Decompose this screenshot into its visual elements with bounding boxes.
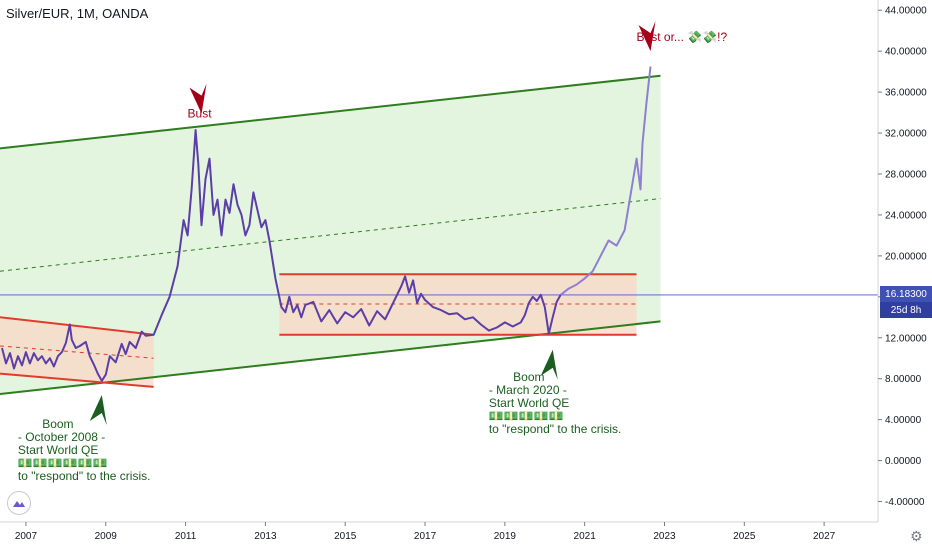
y-tick-label-4: 12.00000	[885, 333, 927, 344]
early-range-lower-line	[0, 372, 154, 388]
series-layer	[1, 66, 652, 382]
boom-2008-line-3: 💵💵💵💵💵💵	[18, 456, 108, 470]
y-tick-label-1: 0.00000	[885, 456, 922, 467]
y-tick-label-11: 40.00000	[885, 47, 927, 58]
boom-2020-line-3: 💵💵💵💵💵	[489, 409, 564, 423]
y-tick-label-3: 8.00000	[885, 374, 922, 385]
fill-layer	[0, 75, 661, 395]
early-range-fill	[0, 317, 154, 387]
channel-lower-line	[0, 320, 661, 396]
bust-2022-line-0: Bust or... 💸💸!?	[637, 30, 728, 44]
y-tick-label-10: 36.00000	[885, 88, 927, 99]
boom-2008-line-4: to "respond" to the crisis.	[18, 469, 151, 483]
x-tick-label-4: 2015	[334, 531, 357, 542]
early-range-upper-line	[0, 316, 154, 336]
x-tick-label-3: 2013	[254, 531, 277, 542]
y-tick-label-6: 20.00000	[885, 251, 927, 262]
y-tick-label-12: 44.00000	[885, 6, 927, 17]
channel-upper-line	[0, 74, 661, 150]
x-tick-label-9: 2025	[733, 531, 756, 542]
boom-2008-line-0: Boom	[42, 417, 73, 431]
boom-2008-line-1: - October 2008 -	[18, 430, 105, 444]
early-range-mid-line	[0, 345, 154, 359]
y-tick-label-9: 32.00000	[885, 129, 927, 140]
boom-2008-arrow	[89, 394, 107, 425]
chart-title: Silver/EUR, 1M, OANDA	[6, 6, 149, 21]
projection-series-line	[560, 66, 652, 296]
y-tick-label-2: 4.00000	[885, 415, 922, 426]
bust-2011-arrow	[189, 83, 207, 114]
x-tick-label-0: 2007	[15, 531, 38, 542]
arrow-layer	[89, 21, 656, 425]
boom-2020-line-1: - March 2020 -	[489, 383, 567, 397]
settings-gear-icon[interactable]: ⚙	[910, 528, 923, 544]
x-tick-label-5: 2017	[414, 531, 437, 542]
channel-mid-line	[0, 198, 661, 272]
boom-2020-arrow	[540, 349, 558, 380]
tradingview-logo[interactable]	[7, 491, 31, 515]
x-tick-label-10: 2027	[813, 531, 836, 542]
countdown-tag: 25d 8h	[880, 302, 932, 318]
boom-2020-line-2: Start World QE	[489, 396, 569, 410]
boom-2020-line-0: Boom	[513, 370, 544, 384]
time-scale-panel	[0, 522, 932, 550]
y-tick-label-0: -4.00000	[885, 497, 925, 508]
price-scale-panel	[878, 0, 932, 550]
x-tick-label-2: 2011	[175, 531, 197, 542]
x-tick-label-8: 2023	[653, 531, 676, 542]
boom-2020-line-4: to "respond" to the crisis.	[489, 422, 622, 436]
last-price-tag: 16.18300	[880, 286, 932, 302]
y-tick-label-8: 28.00000	[885, 170, 927, 181]
logo-icon	[13, 501, 25, 507]
x-tick-label-1: 2009	[95, 531, 118, 542]
line-layer	[0, 74, 878, 396]
y-tick-label-7: 24.00000	[885, 210, 927, 221]
price-series-line	[1, 129, 562, 382]
boom-2008-line-2: Start World QE	[18, 443, 98, 457]
bust-2011-line-0: Bust	[188, 107, 213, 121]
x-tick-label-6: 2019	[494, 531, 517, 542]
bust-2022-arrow	[638, 21, 656, 52]
range-fill	[279, 274, 637, 335]
x-tick-label-7: 2021	[574, 531, 597, 542]
